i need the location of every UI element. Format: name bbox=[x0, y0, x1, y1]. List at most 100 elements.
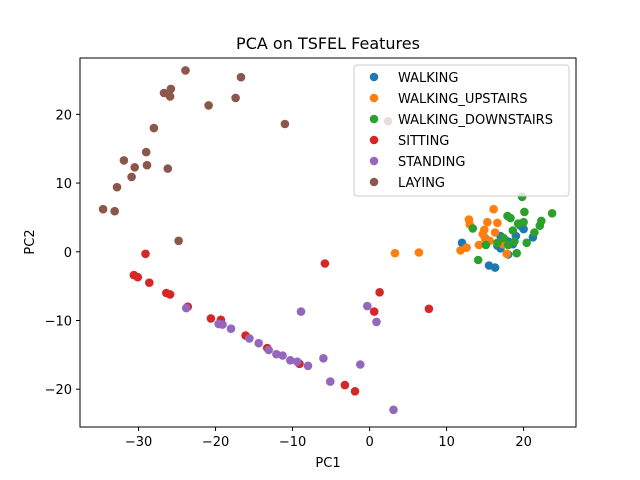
point-walking-downstairs-19 bbox=[519, 217, 528, 227]
point-walking-upstairs-9 bbox=[483, 217, 492, 227]
point-laying-6 bbox=[141, 147, 151, 157]
point-walking-downstairs-17 bbox=[547, 209, 557, 218]
point-sitting-3 bbox=[145, 278, 154, 288]
point-sitting-2 bbox=[141, 249, 150, 259]
point-standing-10 bbox=[292, 357, 302, 367]
point-walking-downstairs-3 bbox=[493, 238, 502, 248]
point-walking-downstairs-9 bbox=[512, 248, 521, 258]
point-walking-downstairs-6 bbox=[506, 213, 515, 223]
point-sitting-17 bbox=[424, 304, 434, 314]
point-standing-8 bbox=[278, 351, 287, 360]
point-standing-16 bbox=[363, 301, 372, 311]
point-laying-4 bbox=[127, 172, 136, 182]
point-standing-3 bbox=[226, 324, 236, 334]
point-walking-upstairs-11 bbox=[489, 204, 498, 214]
point-walking-upstairs-13 bbox=[493, 218, 502, 228]
point-sitting-14 bbox=[350, 387, 360, 396]
point-sitting-15 bbox=[369, 307, 379, 316]
point-walking-downstairs-4 bbox=[499, 233, 508, 243]
plot-frame bbox=[79, 57, 577, 428]
point-walking-upstairs-3 bbox=[462, 243, 471, 252]
legend-marker bbox=[369, 114, 379, 124]
point-walking-upstairs-0 bbox=[390, 248, 400, 258]
point-walking-downstairs-2 bbox=[481, 240, 491, 250]
legend-label: WALKING bbox=[398, 71, 458, 86]
point-walking-upstairs-12 bbox=[490, 228, 500, 237]
point-walking-downstairs-12 bbox=[520, 207, 529, 217]
legend-box bbox=[353, 64, 570, 197]
x-tick-label: 0 bbox=[365, 435, 373, 450]
point-laying-13 bbox=[174, 236, 183, 246]
point-walking-11 bbox=[519, 224, 528, 234]
point-walking-downstairs-7 bbox=[508, 226, 518, 235]
x-tick-label: 10 bbox=[438, 435, 455, 450]
legend-label: SITTING bbox=[398, 134, 449, 149]
chart-title: PCA on TSFEL Features bbox=[236, 34, 420, 53]
point-laying-14 bbox=[181, 66, 190, 75]
y-tick-label: 20 bbox=[55, 108, 72, 123]
legend-label: LAYING bbox=[398, 176, 445, 191]
point-walking-downstairs-16 bbox=[537, 216, 546, 226]
x-axis-label: PC1 bbox=[315, 456, 340, 471]
point-laying-1 bbox=[110, 206, 119, 216]
y-axis: −20 −10 0 10 20 bbox=[45, 108, 80, 398]
point-standing-18 bbox=[389, 405, 398, 415]
legend-marker bbox=[369, 156, 379, 166]
x-axis: −30 −20 −10 0 10 20 bbox=[125, 427, 532, 450]
legend-label: STANDING bbox=[398, 155, 465, 170]
point-standing-9 bbox=[286, 356, 295, 365]
point-walking-3 bbox=[490, 263, 500, 272]
point-laying-0 bbox=[98, 204, 108, 214]
point-laying-18 bbox=[280, 119, 290, 129]
point-standing-2 bbox=[218, 320, 227, 329]
point-laying-17 bbox=[236, 72, 246, 82]
point-laying-3 bbox=[119, 156, 129, 165]
point-standing-5 bbox=[254, 338, 263, 348]
point-walking-upstairs-1 bbox=[414, 248, 424, 257]
point-walking-upstairs-14 bbox=[502, 249, 512, 259]
points-layer bbox=[98, 66, 557, 415]
point-sitting-13 bbox=[340, 380, 350, 390]
point-sitting-12 bbox=[320, 259, 330, 268]
point-walking-downstairs-18 bbox=[503, 240, 513, 250]
x-tick-label: −10 bbox=[279, 435, 306, 450]
point-sitting-5 bbox=[165, 290, 175, 299]
point-walking-upstairs-8 bbox=[480, 225, 489, 235]
y-axis-label: PC2 bbox=[23, 229, 38, 254]
point-walking-upstairs-6 bbox=[474, 240, 484, 250]
point-laying-8 bbox=[149, 123, 159, 133]
point-walking-downstairs-13 bbox=[522, 238, 531, 248]
point-sitting-1 bbox=[133, 272, 143, 282]
point-walking-downstairs-0 bbox=[468, 224, 478, 233]
point-standing-15 bbox=[356, 360, 365, 369]
legend-label: WALKING_DOWNSTAIRS bbox=[398, 113, 553, 128]
legend-marker bbox=[369, 93, 379, 103]
point-laying-2 bbox=[112, 182, 122, 192]
point-laying-5 bbox=[130, 163, 139, 172]
point-standing-14 bbox=[326, 377, 335, 386]
point-laying-12 bbox=[166, 84, 176, 94]
y-tick-label: 0 bbox=[64, 246, 72, 261]
y-tick-label: 10 bbox=[55, 177, 72, 192]
x-tick-label: 20 bbox=[515, 435, 532, 450]
legend-label: WALKING_UPSTAIRS bbox=[398, 92, 528, 107]
point-laying-16 bbox=[231, 93, 240, 103]
point-standing-4 bbox=[245, 334, 254, 343]
point-standing-6 bbox=[264, 345, 274, 355]
point-laying-11 bbox=[165, 92, 175, 101]
legend-marker bbox=[369, 72, 379, 82]
point-laying-7 bbox=[142, 160, 152, 170]
x-tick-label: −20 bbox=[202, 435, 229, 450]
point-walking-downstairs-14 bbox=[530, 228, 539, 237]
point-sitting-16 bbox=[375, 288, 384, 297]
point-walking-downstairs-1 bbox=[473, 255, 483, 265]
legend: WALKING WALKING_UPSTAIRS WALKING_DOWNSTAIR… bbox=[353, 64, 570, 197]
point-standing-11 bbox=[296, 307, 306, 316]
point-laying-10 bbox=[163, 164, 173, 173]
y-tick-label: −20 bbox=[45, 383, 72, 398]
point-sitting-7 bbox=[206, 314, 216, 323]
point-standing-17 bbox=[372, 317, 381, 327]
point-laying-15 bbox=[204, 101, 213, 110]
x-tick-label: −30 bbox=[125, 435, 152, 450]
